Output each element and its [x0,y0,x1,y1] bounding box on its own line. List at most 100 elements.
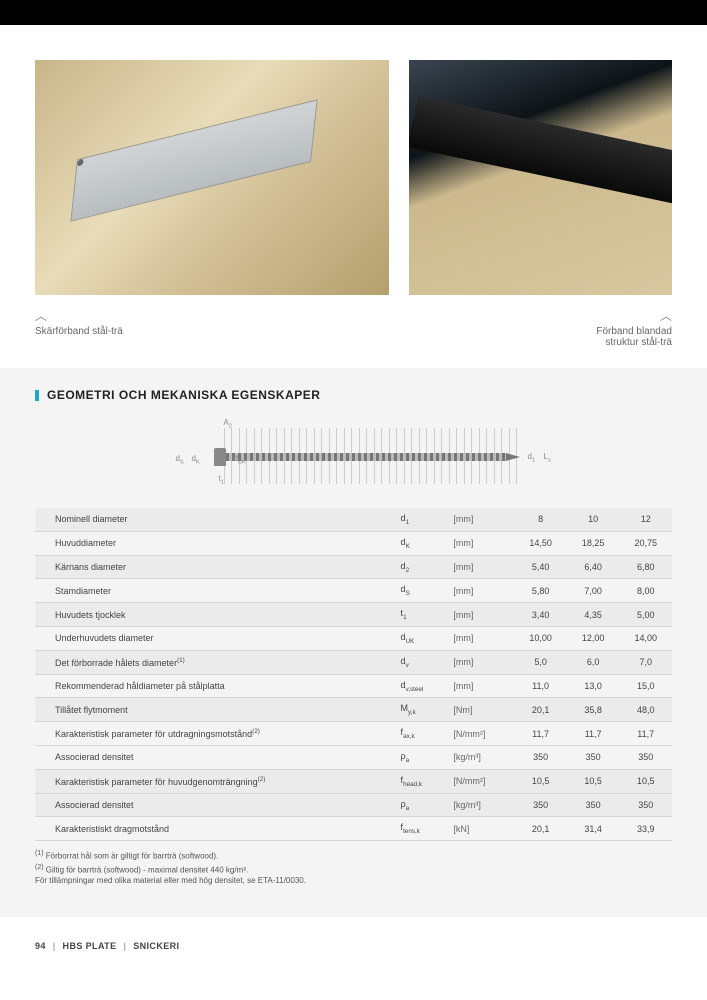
table-row: Huvudets tjocklekt1[mm]3,404,355,00 [35,603,672,627]
prop-symbol: ftens,k [395,817,448,841]
prop-label: Huvuddiameter [35,531,395,555]
prop-value: 10,5 [567,769,620,793]
prop-label: Underhuvudets diameter [35,626,395,650]
chevron-up-icon: ︿ [35,307,47,324]
prop-label: Nominell diameter [35,508,395,531]
section-title-text: GEOMETRI OCH MEKANISKA EGENSKAPER [47,388,320,402]
chevron-row: ︿ ︿ [0,307,707,324]
metal-plate-graphic [71,99,318,221]
prop-unit: [kN] [447,817,514,841]
prop-value: 8 [514,508,567,531]
prop-unit: [Nm] [447,698,514,722]
prop-value: 350 [567,793,620,817]
table-row: Det förborrade hålets diameter(1)dv[mm]5… [35,650,672,674]
prop-unit: [mm] [447,555,514,579]
properties-section: GEOMETRI OCH MEKANISKA EGENSKAPER dS dK … [0,368,707,917]
prop-symbol: fhead,k [395,769,448,793]
prop-label: Karakteristiskt dragmotstånd [35,817,395,841]
prop-value: 11,0 [514,674,567,698]
table-row: StamdiameterdS[mm]5,807,008,00 [35,579,672,603]
prop-symbol: dv [395,650,448,674]
accent-mark-icon [35,390,39,401]
prop-value: 4,35 [567,603,620,627]
label-dk: dK [192,454,200,466]
dark-beam-graphic [409,96,672,218]
prop-value: 35,8 [567,698,620,722]
prop-value: 5,0 [514,650,567,674]
prop-value: 5,00 [619,603,672,627]
prop-unit: [mm] [447,650,514,674]
label-a2: A2 [224,418,232,430]
table-row: Kärnans diameterd2[mm]5,406,406,80 [35,555,672,579]
top-black-band [0,0,707,25]
prop-unit: [N/mm²] [447,769,514,793]
chevron-up-icon: ︿ [660,307,672,324]
prop-value: 12 [619,508,672,531]
prop-value: 31,4 [567,817,620,841]
prop-symbol: t1 [395,603,448,627]
prop-label: Stamdiameter [35,579,395,603]
prop-symbol: dK [395,531,448,555]
prop-label: Tillåtet flytmoment [35,698,395,722]
prop-symbol: dS [395,579,448,603]
prop-value: 18,25 [567,531,620,555]
prop-symbol: ρa [395,793,448,817]
prop-value: 10,00 [514,626,567,650]
prop-value: 350 [619,793,672,817]
prop-value: 14,50 [514,531,567,555]
screw-tip-graphic [506,453,520,461]
screw-head-graphic [214,448,226,466]
prop-value: 8,00 [619,579,672,603]
prop-value: 10,5 [514,769,567,793]
table-row: Associerad densitetρa[kg/m³]350350350 [35,745,672,769]
prop-label: Kärnans diameter [35,555,395,579]
label-ls: Ls [544,452,551,464]
prop-symbol: d1 [395,508,448,531]
properties-table: Nominell diameterd1 [mm] 81012 Huvuddiamete… [35,508,672,841]
footer-sep: | [123,941,126,951]
table-row: Karakteristiskt dragmotståndftens,k[kN]2… [35,817,672,841]
prop-value: 33,9 [619,817,672,841]
prop-label: Associerad densitet [35,745,395,769]
prop-label: Rekommenderad håldiameter på stålplatta [35,674,395,698]
prop-unit: [N/mm²] [447,722,514,746]
prop-unit: [kg/m³] [447,793,514,817]
prop-value: 15,0 [619,674,672,698]
prop-value: 5,40 [514,555,567,579]
prop-symbol: d2 [395,555,448,579]
prop-value: 11,7 [567,722,620,746]
prop-value: 6,40 [567,555,620,579]
prop-symbol: dUK [395,626,448,650]
image-row [0,25,707,303]
table-row: Tillåtet flytmomentMy,k[Nm]20,135,848,0 [35,698,672,722]
caption-row: Skärförband stål-trä Förband blandad str… [0,324,707,368]
prop-unit: [mm] [447,579,514,603]
prop-label: Det förborrade hålets diameter(1) [35,650,395,674]
table-row: Underhuvudets diameterdUK[mm]10,0012,001… [35,626,672,650]
table-row: Rekommenderad håldiameter på stålplattad… [35,674,672,698]
table-row: Karakteristisk parameter för huvudgenomt… [35,769,672,793]
prop-value: 6,0 [567,650,620,674]
prop-value: 10 [567,508,620,531]
prop-value: 350 [567,745,620,769]
prop-label: Karakteristisk parameter för huvudgenomt… [35,769,395,793]
prop-symbol: My,k [395,698,448,722]
prop-value: 11,7 [619,722,672,746]
screw-diagram: dS dK dUK A2 t1 d1 Ls [35,414,672,494]
prop-value: 20,1 [514,817,567,841]
prop-value: 7,0 [619,650,672,674]
prop-value: 350 [514,745,567,769]
footer-category: SNICKERI [133,941,179,951]
prop-label: Huvudets tjocklek [35,603,395,627]
prop-value: 3,40 [514,603,567,627]
label-d1: d1 [528,452,536,464]
prop-unit: [mm] [447,674,514,698]
prop-unit: [mm] [447,603,514,627]
prop-value: 20,1 [514,698,567,722]
image-mixed-structure [409,60,672,295]
page-footer: 94 | HBS PLATE | SNICKERI [0,917,707,963]
image-steel-wood-plate [35,60,389,295]
prop-value: 48,0 [619,698,672,722]
prop-value: 5,80 [514,579,567,603]
prop-symbol: ρa [395,745,448,769]
